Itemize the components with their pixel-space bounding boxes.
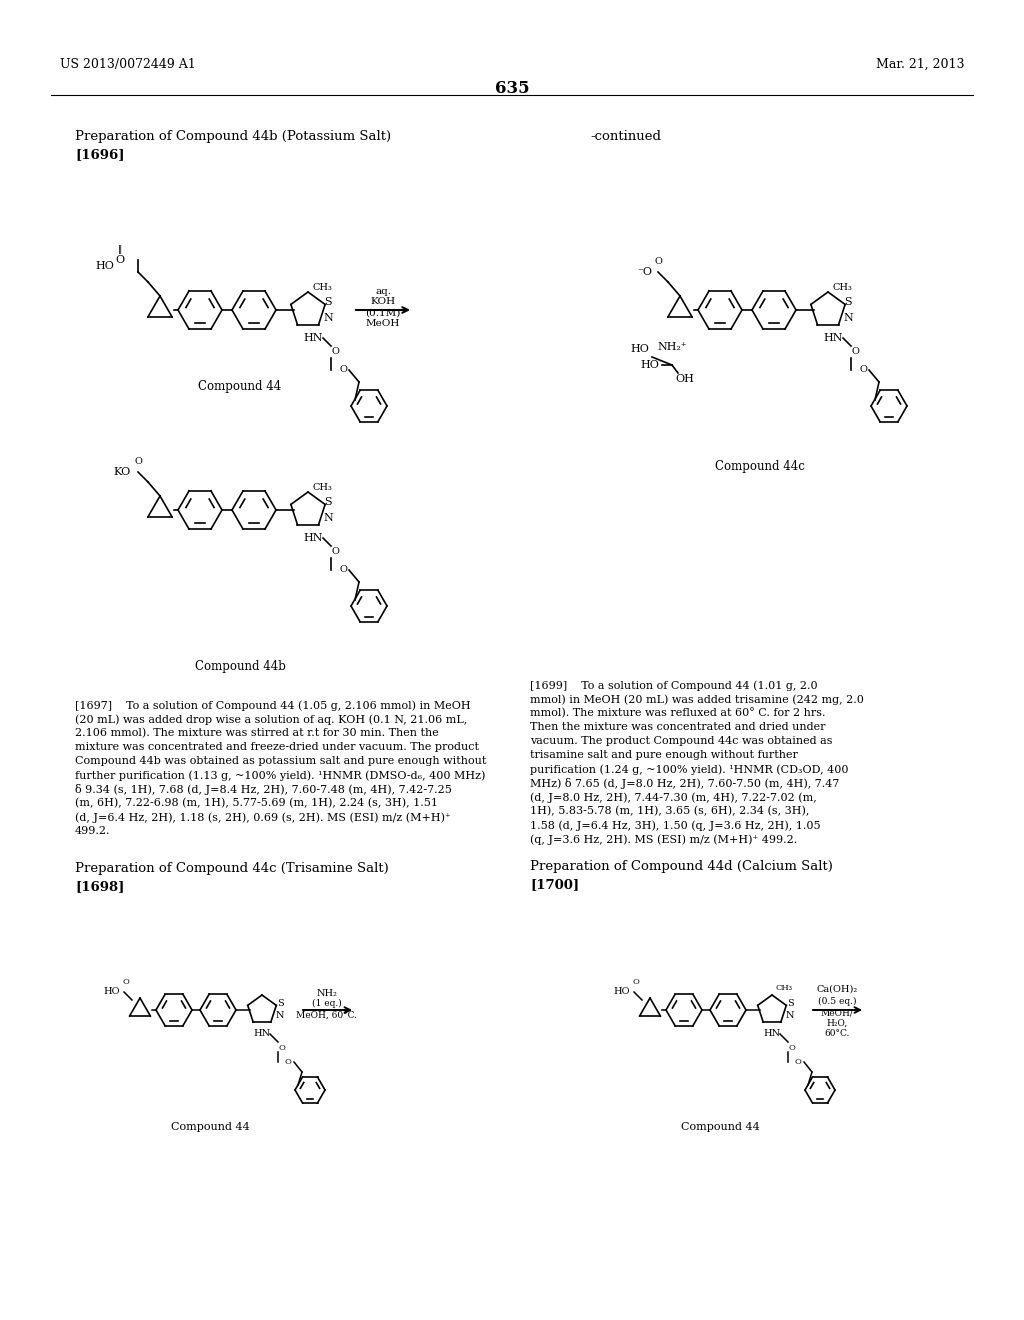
Text: further purification (1.13 g, ~100% yield). ¹HNMR (DMSO-d₆, 400 MHz): further purification (1.13 g, ~100% yiel…	[75, 770, 485, 780]
Text: vacuum. The product Compound 44c was obtained as: vacuum. The product Compound 44c was obt…	[530, 737, 833, 746]
Text: US 2013/0072449 A1: US 2013/0072449 A1	[60, 58, 196, 71]
Text: HO: HO	[613, 987, 630, 997]
Text: Then the mixture was concentrated and dried under: Then the mixture was concentrated and dr…	[530, 722, 825, 733]
Text: O: O	[134, 458, 142, 466]
Text: HN: HN	[764, 1030, 780, 1039]
Text: HN: HN	[303, 333, 323, 343]
Text: O: O	[339, 366, 347, 375]
Text: [1696]: [1696]	[75, 148, 125, 161]
Text: Compound 44b was obtained as potassium salt and pure enough without: Compound 44b was obtained as potassium s…	[75, 756, 486, 766]
Text: (q, J=3.6 Hz, 2H). MS (ESI) m/z (M+H)⁺ 499.2.: (q, J=3.6 Hz, 2H). MS (ESI) m/z (M+H)⁺ 4…	[530, 834, 798, 845]
Text: Compound 44c: Compound 44c	[715, 459, 805, 473]
Text: [1699]    To a solution of Compound 44 (1.01 g, 2.0: [1699] To a solution of Compound 44 (1.0…	[530, 680, 817, 690]
Text: (m, 6H), 7.22-6.98 (m, 1H), 5.77-5.69 (m, 1H), 2.24 (s, 3H), 1.51: (m, 6H), 7.22-6.98 (m, 1H), 5.77-5.69 (m…	[75, 799, 438, 808]
Text: purification (1.24 g, ~100% yield). ¹HNMR (CD₃OD, 400: purification (1.24 g, ~100% yield). ¹HNM…	[530, 764, 849, 775]
Text: N: N	[324, 513, 333, 523]
Text: Compound 44: Compound 44	[199, 380, 282, 393]
Text: (0.5 eq.): (0.5 eq.)	[818, 997, 856, 1006]
Text: HN: HN	[823, 333, 843, 343]
Text: mmol). The mixture was refluxed at 60° C. for 2 hrs.: mmol). The mixture was refluxed at 60° C…	[530, 708, 825, 718]
Text: O: O	[285, 1059, 292, 1067]
Text: HO: HO	[95, 261, 115, 271]
Text: O: O	[116, 255, 125, 265]
Text: HN: HN	[253, 1030, 270, 1039]
Text: (d, J=8.0 Hz, 2H), 7.44-7.30 (m, 4H), 7.22-7.02 (m,: (d, J=8.0 Hz, 2H), 7.44-7.30 (m, 4H), 7.…	[530, 792, 817, 803]
Text: O: O	[633, 978, 639, 986]
Text: N: N	[324, 313, 333, 323]
Text: 60°C.: 60°C.	[824, 1030, 850, 1038]
Text: 635: 635	[495, 81, 529, 96]
Text: [1700]: [1700]	[530, 878, 580, 891]
Text: ‖: ‖	[118, 246, 122, 255]
Text: S: S	[325, 498, 332, 507]
Text: HN: HN	[303, 533, 323, 543]
Text: (0.1M): (0.1M)	[366, 309, 400, 318]
Text: mixture was concentrated and freeze-dried under vacuum. The product: mixture was concentrated and freeze-drie…	[75, 742, 479, 752]
Text: N: N	[785, 1011, 795, 1020]
Text: Compound 44: Compound 44	[681, 1122, 760, 1133]
Text: 2.106 mmol). The mixture was stirred at r.t for 30 min. Then the: 2.106 mmol). The mixture was stirred at …	[75, 729, 438, 738]
Text: O: O	[331, 548, 339, 557]
Text: mmol) in MeOH (20 mL) was added trisamine (242 mg, 2.0: mmol) in MeOH (20 mL) was added trisamin…	[530, 694, 864, 705]
Text: (d, J=6.4 Hz, 2H), 1.18 (s, 2H), 0.69 (s, 2H). MS (ESI) m/z (M+H)⁺: (d, J=6.4 Hz, 2H), 1.18 (s, 2H), 0.69 (s…	[75, 812, 451, 822]
Text: Ca(OH)₂: Ca(OH)₂	[816, 985, 857, 994]
Text: Preparation of Compound 44c (Trisamine Salt): Preparation of Compound 44c (Trisamine S…	[75, 862, 389, 875]
Text: (1 eq.): (1 eq.)	[312, 999, 342, 1008]
Text: N: N	[843, 313, 853, 323]
Text: 499.2.: 499.2.	[75, 826, 111, 836]
Text: [1697]    To a solution of Compound 44 (1.05 g, 2.106 mmol) in MeOH: [1697] To a solution of Compound 44 (1.0…	[75, 700, 471, 710]
Text: CH₃: CH₃	[312, 284, 332, 293]
Text: S: S	[786, 999, 794, 1008]
Text: H₂O,: H₂O,	[826, 1019, 848, 1028]
Text: HO: HO	[641, 360, 659, 370]
Text: Preparation of Compound 44d (Calcium Salt): Preparation of Compound 44d (Calcium Sal…	[530, 861, 833, 873]
Text: Mar. 21, 2013: Mar. 21, 2013	[876, 58, 964, 71]
Text: S: S	[276, 999, 284, 1008]
Text: trisamine salt and pure enough without further: trisamine salt and pure enough without f…	[530, 750, 798, 760]
Text: MeOH: MeOH	[366, 319, 400, 327]
Text: CH₃: CH₃	[833, 284, 852, 293]
Text: S: S	[844, 297, 852, 308]
Text: [1698]: [1698]	[75, 880, 124, 894]
Text: HO: HO	[631, 345, 649, 354]
Text: N: N	[275, 1011, 285, 1020]
Text: O: O	[123, 978, 129, 986]
Text: MeOH/: MeOH/	[820, 1008, 853, 1018]
Text: (20 mL) was added drop wise a solution of aq. KOH (0.1 N, 21.06 mL,: (20 mL) was added drop wise a solution o…	[75, 714, 467, 725]
Text: O: O	[788, 1044, 796, 1052]
Text: CH₃: CH₃	[775, 983, 793, 993]
Text: ⁻O: ⁻O	[638, 267, 652, 277]
Text: Compound 44: Compound 44	[171, 1122, 250, 1133]
Text: NH₂⁺: NH₂⁺	[657, 342, 687, 352]
Text: O: O	[851, 347, 859, 356]
Text: S: S	[325, 297, 332, 308]
Text: MeOH, 60°C.: MeOH, 60°C.	[297, 1011, 357, 1020]
Text: O: O	[795, 1059, 802, 1067]
Text: O: O	[279, 1044, 286, 1052]
Text: HO: HO	[103, 987, 120, 997]
Text: KO: KO	[114, 467, 131, 477]
Text: O: O	[654, 257, 662, 267]
Text: NH₂: NH₂	[316, 989, 338, 998]
Text: CH₃: CH₃	[312, 483, 332, 492]
Text: Preparation of Compound 44b (Potassium Salt): Preparation of Compound 44b (Potassium S…	[75, 129, 391, 143]
Text: O: O	[331, 347, 339, 356]
Text: KOH: KOH	[371, 297, 395, 306]
Text: 1.58 (d, J=6.4 Hz, 3H), 1.50 (q, J=3.6 Hz, 2H), 1.05: 1.58 (d, J=6.4 Hz, 3H), 1.50 (q, J=3.6 H…	[530, 820, 820, 830]
Text: OH: OH	[676, 374, 694, 384]
Text: aq.: aq.	[375, 286, 391, 296]
Text: Compound 44b: Compound 44b	[195, 660, 286, 673]
Text: 1H), 5.83-5.78 (m, 1H), 3.65 (s, 6H), 2.34 (s, 3H),: 1H), 5.83-5.78 (m, 1H), 3.65 (s, 6H), 2.…	[530, 807, 809, 816]
Text: O: O	[339, 565, 347, 574]
Text: O: O	[859, 366, 867, 375]
Text: MHz) δ 7.65 (d, J=8.0 Hz, 2H), 7.60-7.50 (m, 4H), 7.47: MHz) δ 7.65 (d, J=8.0 Hz, 2H), 7.60-7.50…	[530, 777, 840, 789]
Text: δ 9.34 (s, 1H), 7.68 (d, J=8.4 Hz, 2H), 7.60-7.48 (m, 4H), 7.42-7.25: δ 9.34 (s, 1H), 7.68 (d, J=8.4 Hz, 2H), …	[75, 784, 452, 795]
Text: -continued: -continued	[590, 129, 662, 143]
